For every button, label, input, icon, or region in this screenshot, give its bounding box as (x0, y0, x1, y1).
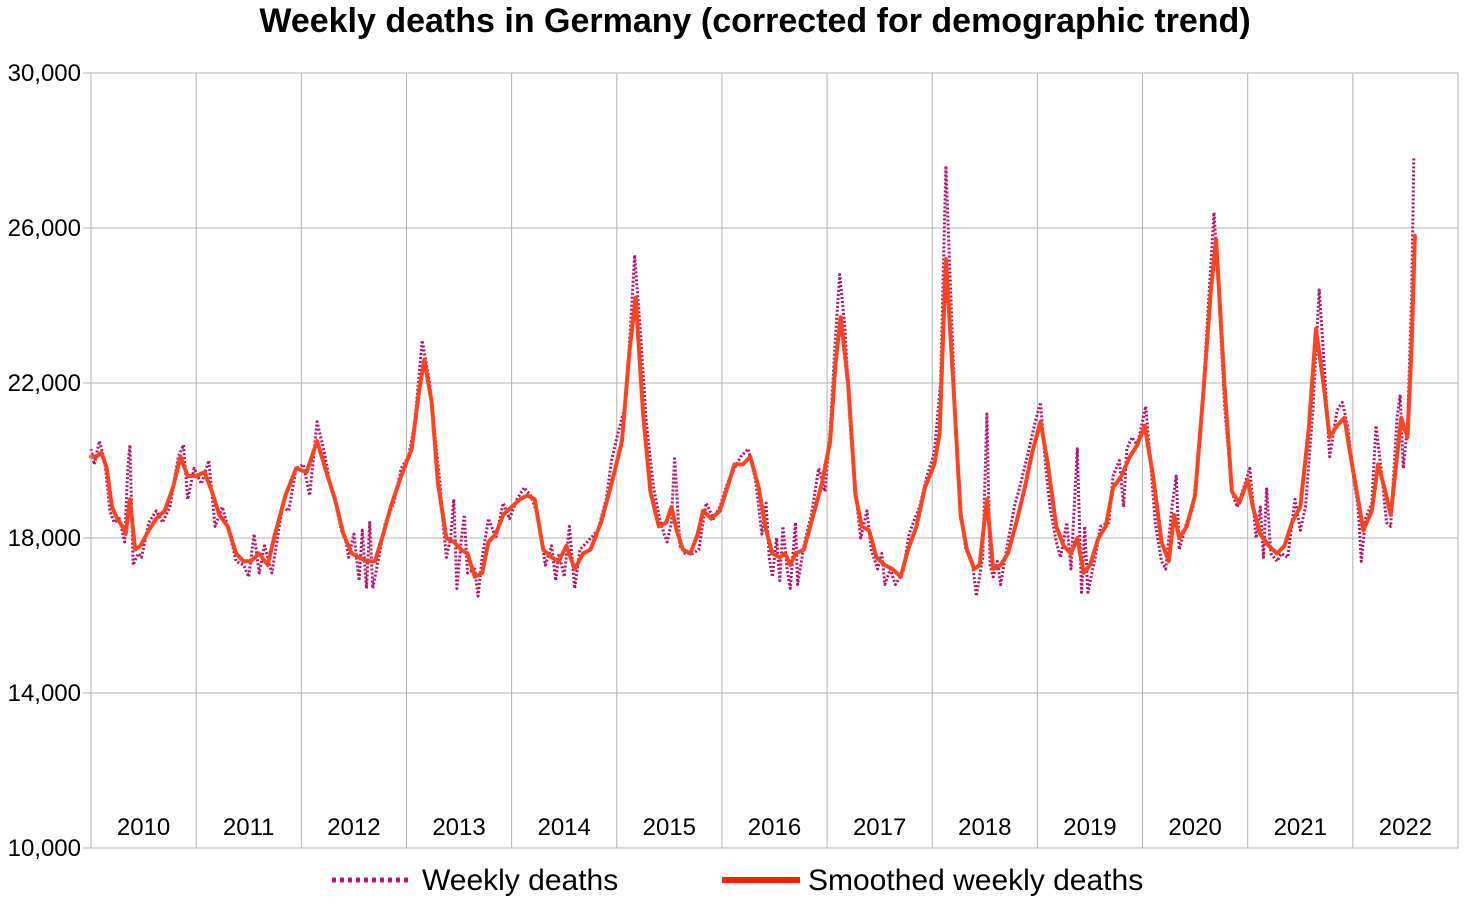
y-tick-label: 26,000 (8, 215, 81, 242)
x-tick-label: 2019 (1063, 814, 1116, 841)
x-tick-label: 2012 (327, 814, 380, 841)
plot-area-border (90, 72, 1459, 849)
legend-label-weekly-deaths: Weekly deaths (422, 864, 618, 897)
plot-series (89, 158, 1417, 598)
y-tick-label: 10,000 (8, 835, 81, 862)
x-tick-label: 2017 (853, 814, 906, 841)
x-tick-label: 2018 (958, 814, 1011, 841)
legend: Weekly deaths Smoothed weekly deaths (332, 864, 1143, 897)
y-axis: 10,000 14,000 18,000 22,000 26,000 30,000 (8, 60, 91, 862)
series-line-weekly-deaths (89, 158, 1416, 598)
x-tick-label: 2020 (1168, 814, 1221, 841)
legend-label-smoothed-deaths: Smoothed weekly deaths (808, 864, 1143, 897)
grid-lines (91, 72, 1458, 849)
y-tick-label: 18,000 (8, 525, 81, 552)
x-tick-label: 2016 (748, 814, 801, 841)
x-tick-label: 2015 (643, 814, 696, 841)
y-tick-label: 22,000 (8, 370, 81, 397)
chart-title: Weekly deaths in Germany (corrected for … (259, 2, 1250, 40)
x-axis: 2010 2011 2012 2013 2014 2015 2016 2017 2018 2019… (117, 814, 1432, 841)
x-tick-label: 2010 (117, 814, 170, 841)
x-tick-label: 2011 (223, 814, 275, 841)
x-tick-label: 2022 (1379, 814, 1432, 841)
y-tick-label: 14,000 (8, 680, 81, 707)
x-tick-label: 2014 (537, 814, 590, 841)
y-tick-label: 30,000 (8, 60, 81, 87)
series-line-smoothed-deaths (89, 233, 1417, 579)
x-tick-label: 2021 (1274, 814, 1327, 841)
x-tick-label: 2013 (432, 814, 485, 841)
